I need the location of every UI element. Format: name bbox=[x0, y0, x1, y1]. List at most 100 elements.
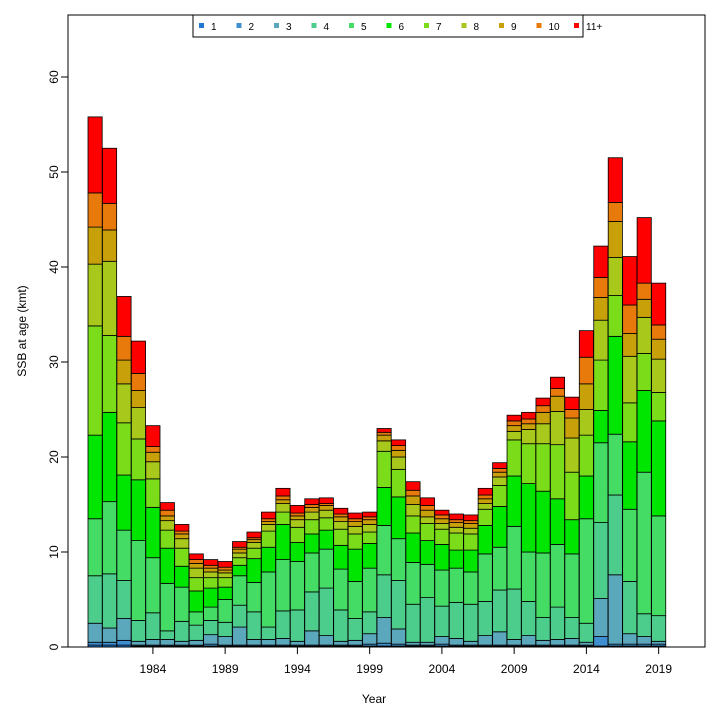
bar-segment-2006-age-6 bbox=[463, 549, 479, 573]
bar-segment-2007-age-11+ bbox=[477, 487, 493, 496]
bar-segment-2019-age-10 bbox=[651, 324, 667, 340]
y-tick-label-0: 0 bbox=[47, 643, 61, 650]
bar-segment-2018-age-9 bbox=[636, 298, 652, 318]
bar-segment-1992-age-6 bbox=[260, 546, 276, 573]
bar-segment-2018-age-4 bbox=[636, 613, 652, 637]
bar-segment-2003-age-8 bbox=[419, 516, 435, 524]
bar-segment-2000-age-4 bbox=[376, 574, 392, 618]
bar-segment-2009-age-11+ bbox=[506, 414, 522, 422]
bar-segment-1983-age-8 bbox=[130, 407, 146, 440]
bar-segment-1980-age-6 bbox=[87, 434, 103, 520]
bar-segment-2006-age-10 bbox=[463, 520, 479, 524]
bar-segment-2000-age-10 bbox=[376, 431, 392, 436]
bar-segment-1981-age-11+ bbox=[102, 147, 118, 204]
bar-segment-1993-age-9 bbox=[275, 499, 291, 504]
bar-segment-1987-age-6 bbox=[188, 590, 204, 613]
bar-segment-2000-age-7 bbox=[376, 450, 392, 488]
bar-segment-1982-age-5 bbox=[116, 529, 132, 581]
bar-segment-1984-age-4 bbox=[145, 612, 161, 640]
bar-segment-2006-age-4 bbox=[463, 603, 479, 642]
bar-segment-1990-age-11+ bbox=[232, 541, 248, 548]
bar-segment-1997-age-9 bbox=[333, 516, 349, 522]
bar-segment-2016-age-10 bbox=[607, 201, 623, 222]
bar-segment-2011-age-11+ bbox=[535, 397, 551, 407]
bar-segment-2002-age-7 bbox=[405, 515, 421, 534]
bar-segment-2019-age-11+ bbox=[651, 282, 667, 326]
bar-segment-2012-age-10 bbox=[550, 388, 566, 397]
bar-segment-1999-age-5 bbox=[362, 567, 378, 613]
bar-segment-2018-age-3 bbox=[636, 636, 652, 645]
bar-segment-1998-age-10 bbox=[347, 518, 363, 522]
bar-segment-2016-age-11+ bbox=[607, 157, 623, 203]
bar-segment-1999-age-11+ bbox=[362, 511, 378, 518]
bar-segment-1988-age-4 bbox=[203, 620, 219, 636]
legend-label-8: 8 bbox=[474, 22, 480, 33]
bar-segment-1998-age-11+ bbox=[347, 512, 363, 520]
bar-segment-1980-age-9 bbox=[87, 226, 103, 265]
bar-segment-2016-age-5 bbox=[607, 433, 623, 496]
bar-segment-1988-age-6 bbox=[203, 587, 219, 608]
bar-segment-1989-age-8 bbox=[217, 572, 233, 579]
bar-segment-1984-age-9 bbox=[145, 451, 161, 463]
bar-segment-2012-age-11+ bbox=[550, 376, 566, 390]
bar-segment-2003-age-11+ bbox=[419, 497, 435, 506]
legend-swatch-10 bbox=[536, 23, 542, 28]
bar-segment-1983-age-6 bbox=[130, 479, 146, 541]
bar-segment-1999-age-10 bbox=[362, 516, 378, 521]
bar-segment-2019-age-3 bbox=[651, 640, 667, 645]
bar-segment-2014-age-8 bbox=[578, 409, 594, 436]
bar-segment-2007-age-4 bbox=[477, 601, 493, 637]
bar-segment-1985-age-3 bbox=[159, 639, 175, 646]
bar-segment-1986-age-6 bbox=[174, 565, 190, 588]
bar-segment-2016-age-8 bbox=[607, 257, 623, 296]
bar-segment-2009-age-8 bbox=[506, 430, 522, 441]
bar-segment-2011-age-9 bbox=[535, 411, 551, 425]
bar-segment-2016-age-3 bbox=[607, 574, 623, 645]
bar-segment-1991-age-8 bbox=[246, 542, 262, 549]
bar-segment-2014-age-6 bbox=[578, 475, 594, 520]
x-tick-label-1994: 1994 bbox=[284, 662, 311, 676]
bar-segment-2000-age-5 bbox=[376, 525, 392, 576]
y-tick-label-30: 30 bbox=[47, 355, 61, 369]
bar-segment-2015-age-7 bbox=[593, 359, 609, 411]
bar-segment-1992-age-11+ bbox=[260, 511, 276, 520]
y-tick-label-20: 20 bbox=[47, 450, 61, 464]
bar-segment-1994-age-10 bbox=[289, 512, 305, 517]
bar-segment-1989-age-10 bbox=[217, 566, 233, 571]
bar-segment-1993-age-11+ bbox=[275, 487, 291, 497]
bar-segment-2000-age-11+ bbox=[376, 428, 392, 433]
bar-segment-2015-age-2 bbox=[593, 636, 609, 647]
bar-segment-1986-age-5 bbox=[174, 586, 190, 622]
bar-segment-2015-age-11+ bbox=[593, 245, 609, 278]
bar-segment-2019-age-7 bbox=[651, 391, 667, 422]
legend-label-5: 5 bbox=[361, 22, 367, 33]
bar-segment-2019-age-6 bbox=[651, 420, 667, 517]
bar-segment-2000-age-9 bbox=[376, 434, 392, 442]
bar-segment-2003-age-3 bbox=[419, 641, 435, 646]
bar-segment-1994-age-6 bbox=[289, 542, 305, 562]
bar-segment-1981-age-7 bbox=[102, 334, 118, 413]
legend-swatch-9 bbox=[499, 23, 504, 28]
bar-segment-1998-age-5 bbox=[347, 581, 363, 619]
bar-segment-2015-age-4 bbox=[593, 522, 609, 599]
bar-segment-2004-age-9 bbox=[434, 518, 450, 524]
bar-segment-2003-age-9 bbox=[419, 509, 435, 518]
bar-segment-2010-age-11+ bbox=[521, 411, 537, 420]
bar-segment-2018-age-6 bbox=[636, 390, 652, 473]
bar-segment-2007-age-10 bbox=[477, 494, 493, 500]
bar-segment-1992-age-4 bbox=[260, 626, 276, 640]
bar-segment-2014-age-10 bbox=[578, 356, 594, 385]
bar-segment-1992-age-9 bbox=[260, 521, 276, 525]
bar-segment-2015-age-8 bbox=[593, 319, 609, 361]
bar-segment-2013-age-7 bbox=[564, 471, 580, 521]
bar-segment-1998-age-9 bbox=[347, 521, 363, 527]
bar-segment-1985-age-8 bbox=[159, 520, 175, 531]
bar-segment-1981-age-5 bbox=[102, 501, 118, 575]
bar-segment-2007-age-3 bbox=[477, 635, 493, 646]
bar-segment-1989-age-9 bbox=[217, 569, 233, 574]
bar-segment-2009-age-4 bbox=[506, 588, 522, 640]
bar-segment-1990-age-6 bbox=[232, 564, 248, 577]
y-tick-label-60: 60 bbox=[47, 70, 61, 84]
bar-segment-1998-age-6 bbox=[347, 548, 363, 582]
bar-segment-1986-age-4 bbox=[174, 620, 190, 642]
